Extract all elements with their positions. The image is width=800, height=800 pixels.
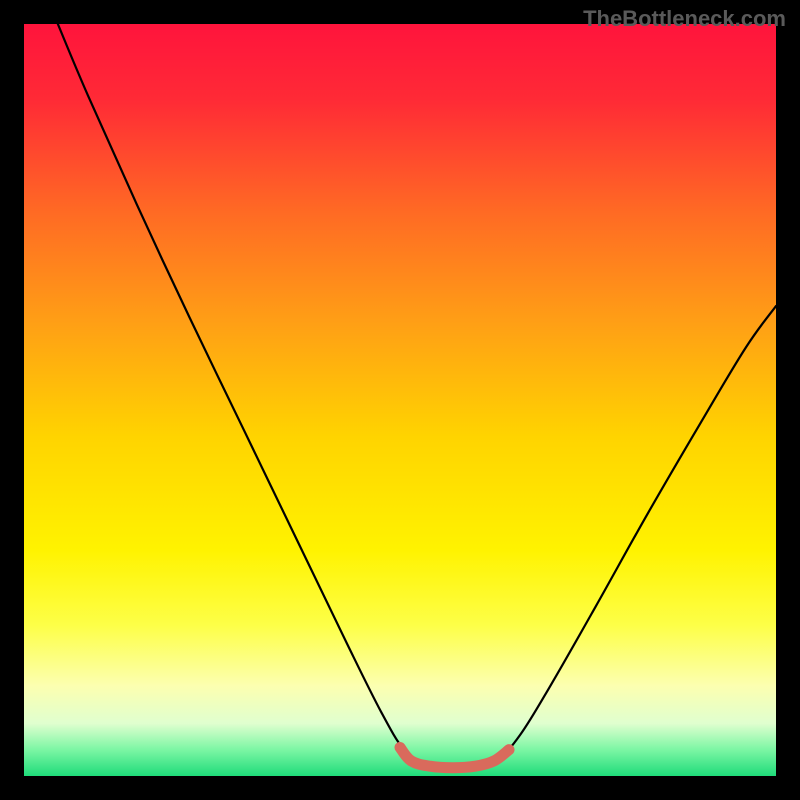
chart-gradient-background [24,24,776,776]
bottleneck-chart [0,0,800,800]
watermark-text: TheBottleneck.com [583,6,786,32]
chart-container: TheBottleneck.com [0,0,800,800]
